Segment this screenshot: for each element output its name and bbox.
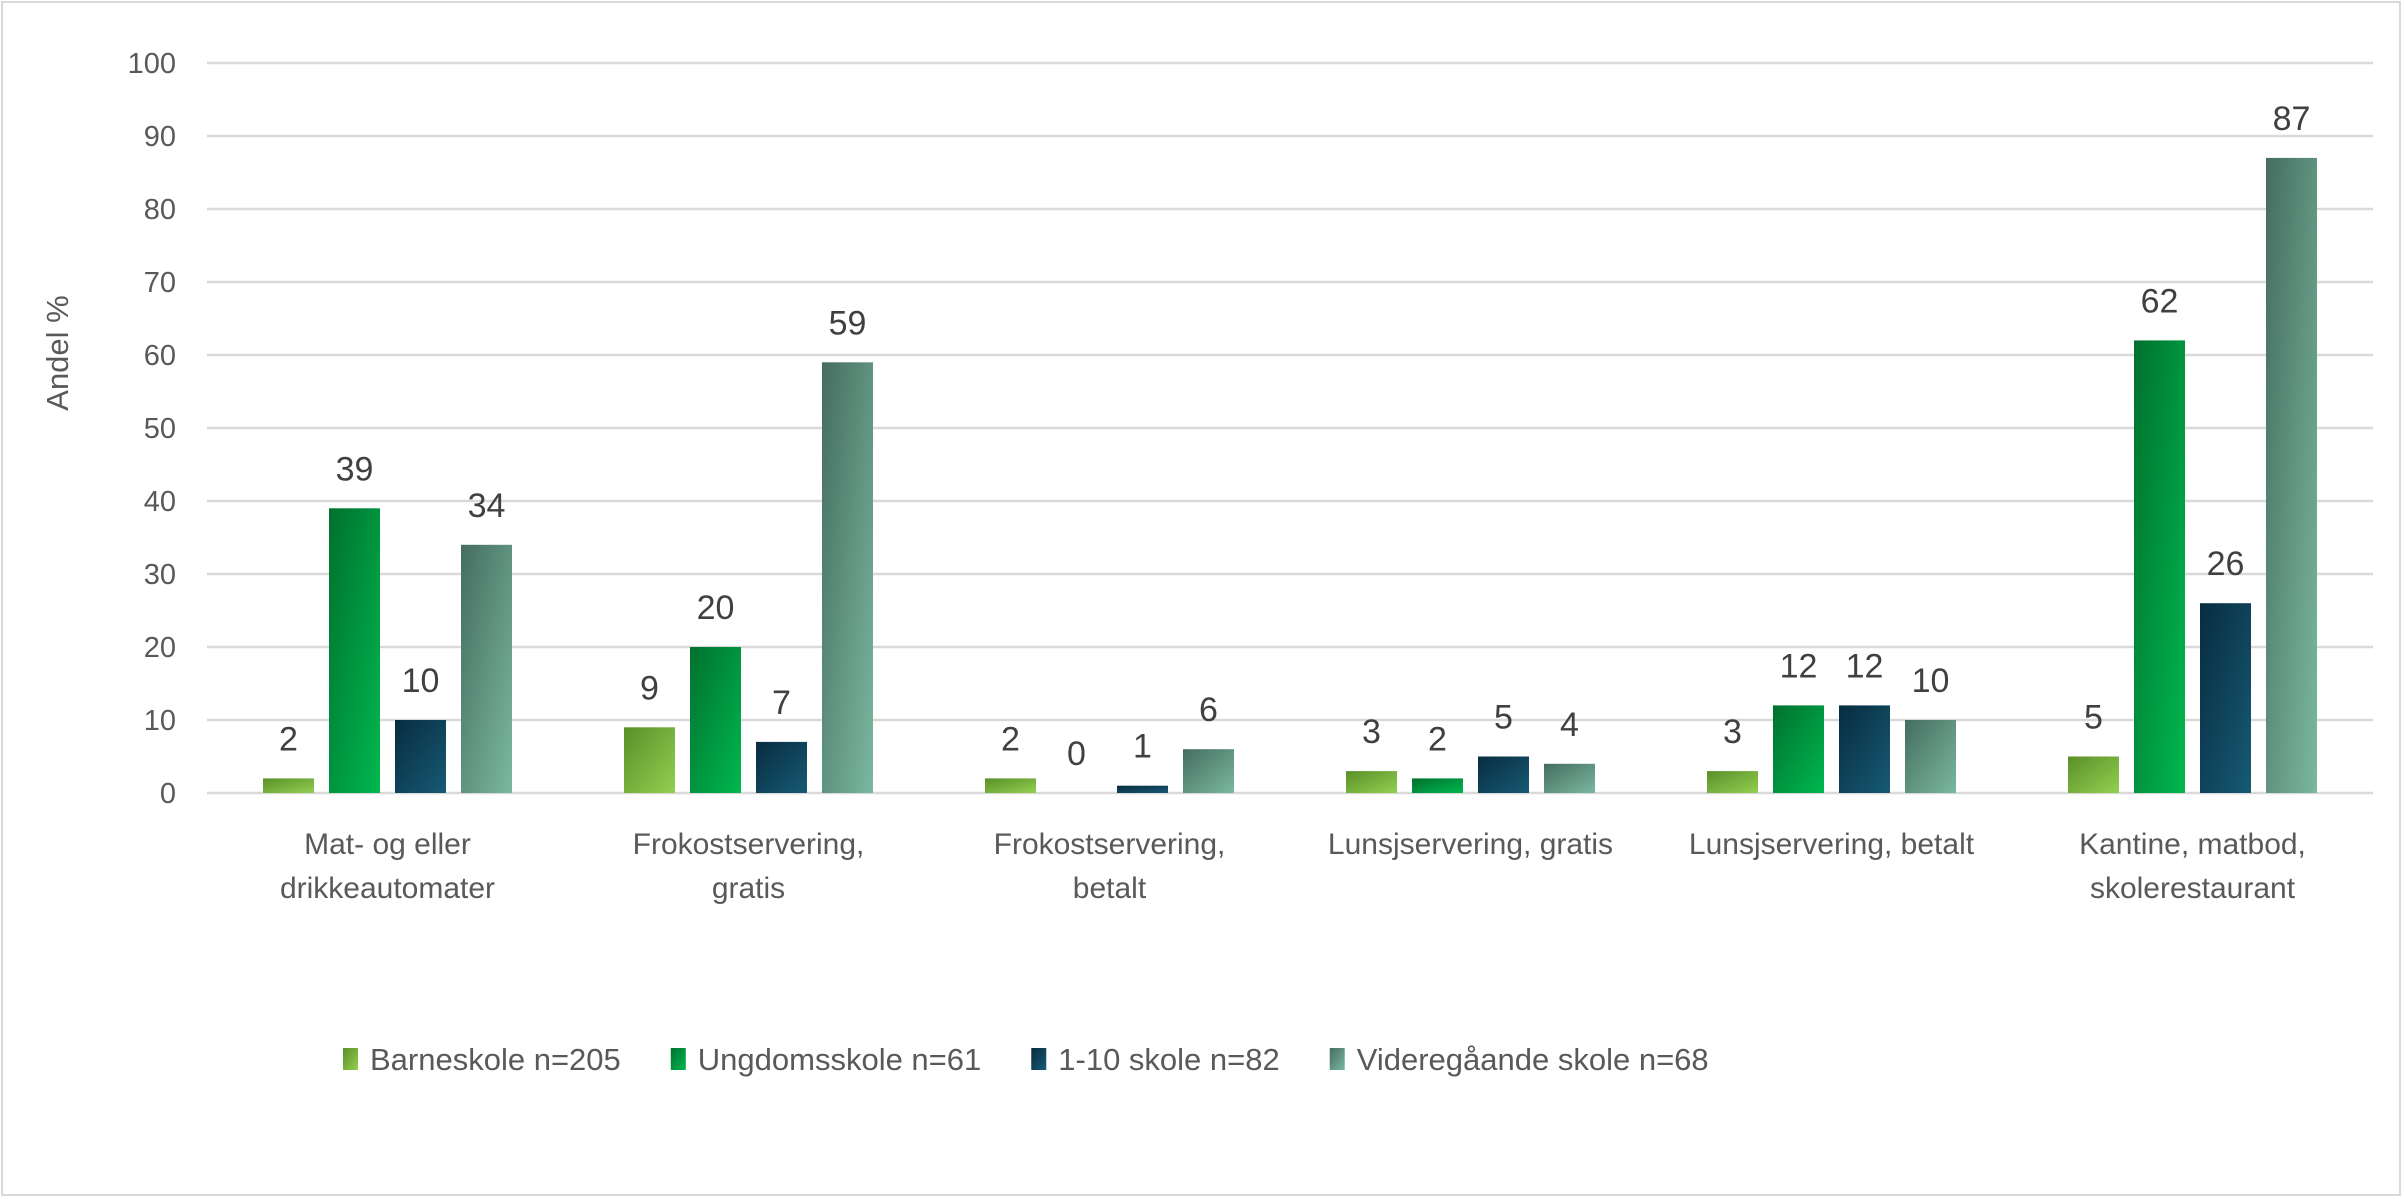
y-tick-label: 10 bbox=[144, 705, 176, 737]
bar bbox=[329, 508, 380, 793]
data-label: 62 bbox=[2141, 282, 2179, 320]
legend-swatch bbox=[670, 1048, 686, 1070]
bar bbox=[2134, 340, 2185, 793]
y-tick-label: 70 bbox=[144, 267, 176, 299]
data-label: 3 bbox=[1723, 713, 1742, 751]
y-tick-label: 0 bbox=[160, 778, 176, 810]
legend-label: 1-10 skole n=82 bbox=[1058, 1042, 1279, 1077]
bar bbox=[822, 362, 873, 793]
x-tick-label: Lunsjservering, betalt bbox=[1689, 828, 1975, 861]
x-tick-label: drikkeautomater bbox=[280, 872, 495, 905]
legend-label: Ungdomsskole n=61 bbox=[698, 1042, 981, 1077]
y-tick-label: 60 bbox=[144, 340, 176, 372]
bar bbox=[1707, 771, 1758, 793]
data-label: 20 bbox=[697, 589, 735, 627]
data-label: 2 bbox=[279, 720, 298, 758]
x-tick-label: Frokostservering, bbox=[633, 828, 865, 861]
data-label: 9 bbox=[640, 669, 659, 707]
data-label: 26 bbox=[2207, 545, 2245, 583]
bar bbox=[1117, 785, 1168, 793]
y-tick-label: 30 bbox=[144, 559, 176, 591]
data-label: 10 bbox=[402, 662, 440, 700]
y-tick-label: 90 bbox=[144, 121, 176, 153]
y-tick-label: 50 bbox=[144, 413, 176, 445]
x-tick-label: betalt bbox=[1073, 872, 1147, 905]
legend-label: Barneskole n=205 bbox=[370, 1042, 621, 1077]
data-label: 10 bbox=[1912, 662, 1950, 700]
x-tick-label: Lunsjservering, gratis bbox=[1328, 828, 1613, 861]
bar bbox=[263, 778, 314, 793]
data-label: 0 bbox=[1067, 735, 1086, 773]
legend-swatch bbox=[1329, 1048, 1345, 1070]
data-label: 3 bbox=[1362, 713, 1381, 751]
data-label: 2 bbox=[1428, 720, 1447, 758]
y-axis-title: Andel % bbox=[40, 295, 75, 410]
x-tick-label: Mat- og eller bbox=[304, 828, 471, 861]
data-label: 34 bbox=[468, 487, 506, 525]
bar bbox=[395, 720, 446, 793]
x-tick-label: gratis bbox=[712, 872, 785, 905]
bar bbox=[1412, 778, 1463, 793]
bar bbox=[1346, 771, 1397, 793]
bar bbox=[1478, 756, 1529, 793]
data-label: 12 bbox=[1846, 647, 1884, 685]
x-tick-label: Kantine, matbod, bbox=[2079, 828, 2306, 861]
bar bbox=[1544, 763, 1595, 793]
bar bbox=[2068, 756, 2119, 793]
bar bbox=[1839, 705, 1890, 793]
y-tick-label: 80 bbox=[144, 194, 176, 226]
bar bbox=[624, 727, 675, 793]
x-tick-label: skolerestaurant bbox=[2090, 872, 2296, 905]
bar bbox=[985, 778, 1036, 793]
bar bbox=[2200, 603, 2251, 793]
legend-swatch bbox=[1031, 1048, 1047, 1070]
bar bbox=[1183, 749, 1234, 793]
x-tick-label: Frokostservering, bbox=[994, 828, 1226, 861]
y-tick-label: 20 bbox=[144, 632, 176, 664]
y-tick-label: 40 bbox=[144, 486, 176, 518]
y-tick-label: 100 bbox=[128, 48, 176, 80]
data-label: 2 bbox=[1001, 720, 1020, 758]
data-label: 4 bbox=[1560, 706, 1579, 744]
data-label: 39 bbox=[336, 450, 374, 488]
bar bbox=[461, 544, 512, 793]
bar bbox=[756, 741, 807, 793]
data-label: 5 bbox=[2084, 699, 2103, 737]
data-label: 59 bbox=[829, 304, 867, 342]
bar bbox=[2266, 157, 2317, 793]
data-label: 87 bbox=[2273, 100, 2311, 138]
data-label: 12 bbox=[1780, 647, 1818, 685]
legend-swatch bbox=[343, 1048, 358, 1070]
bar bbox=[1905, 720, 1956, 793]
data-label: 6 bbox=[1199, 691, 1218, 729]
data-label: 7 bbox=[772, 684, 791, 722]
bar bbox=[690, 647, 741, 793]
legend-label: Videregåande skole n=68 bbox=[1357, 1042, 1709, 1077]
bar bbox=[1773, 705, 1824, 793]
data-label: 5 bbox=[1494, 699, 1513, 737]
data-label: 1 bbox=[1133, 728, 1152, 766]
